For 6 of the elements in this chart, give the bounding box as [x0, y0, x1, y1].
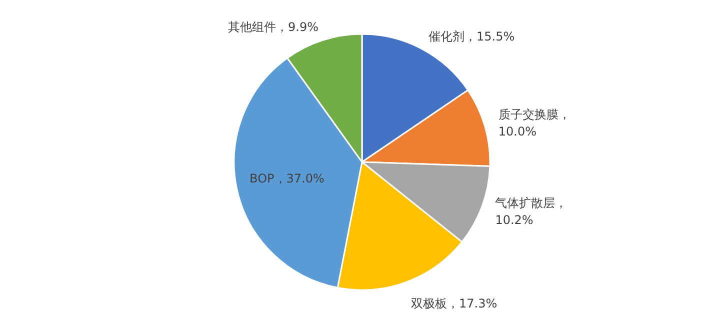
slice-label: 双极板，17.3% [410, 296, 498, 310]
slice-label: BOP，37.0% [250, 171, 324, 186]
slice-label: 气体扩散层，10.2% [495, 196, 568, 228]
slice-label: 其他组件，9.9% [228, 20, 318, 34]
slice-label: 质子交换膜，10.0% [498, 108, 570, 139]
slice-label: 催化剂，15.5% [428, 30, 515, 44]
